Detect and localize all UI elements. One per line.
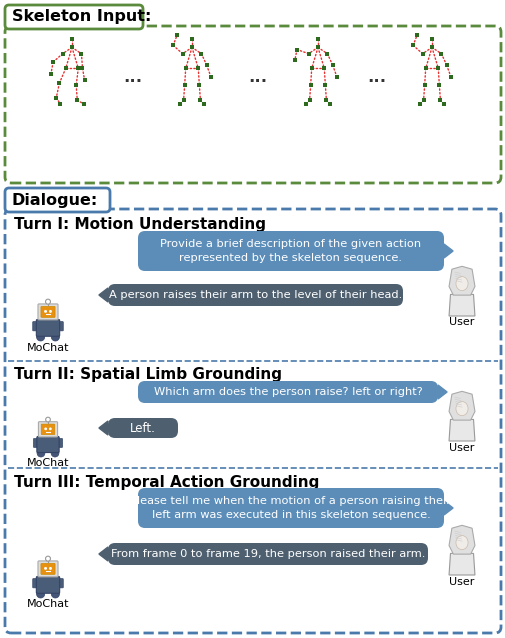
Circle shape [51, 333, 60, 341]
Circle shape [49, 567, 52, 570]
Polygon shape [448, 525, 474, 554]
FancyBboxPatch shape [38, 561, 58, 577]
Polygon shape [98, 421, 108, 435]
FancyBboxPatch shape [58, 322, 63, 331]
Circle shape [37, 449, 45, 457]
FancyBboxPatch shape [58, 579, 63, 588]
Circle shape [45, 417, 50, 422]
Text: MoChat: MoChat [27, 599, 69, 609]
Polygon shape [98, 547, 108, 561]
Polygon shape [443, 244, 452, 258]
Ellipse shape [455, 535, 467, 550]
FancyBboxPatch shape [41, 306, 55, 317]
FancyBboxPatch shape [36, 577, 60, 593]
Text: Turn III: Temporal Action Grounding: Turn III: Temporal Action Grounding [14, 475, 319, 489]
Circle shape [44, 567, 47, 570]
FancyBboxPatch shape [37, 436, 59, 452]
FancyBboxPatch shape [458, 418, 465, 422]
Text: Left.: Left. [130, 422, 156, 434]
FancyBboxPatch shape [138, 488, 443, 528]
Ellipse shape [455, 276, 467, 291]
FancyBboxPatch shape [36, 320, 60, 336]
Circle shape [49, 427, 52, 430]
Circle shape [44, 310, 47, 313]
Text: User: User [448, 577, 474, 587]
Polygon shape [448, 294, 474, 316]
FancyBboxPatch shape [458, 552, 465, 556]
FancyBboxPatch shape [108, 284, 402, 306]
FancyBboxPatch shape [58, 438, 63, 447]
Circle shape [451, 274, 471, 293]
FancyBboxPatch shape [5, 188, 110, 212]
Circle shape [451, 399, 471, 419]
FancyBboxPatch shape [41, 424, 55, 434]
FancyBboxPatch shape [458, 293, 465, 297]
Circle shape [36, 333, 44, 341]
FancyBboxPatch shape [108, 418, 178, 438]
Circle shape [44, 427, 47, 430]
FancyBboxPatch shape [5, 5, 143, 29]
FancyBboxPatch shape [138, 231, 443, 271]
Polygon shape [448, 266, 474, 295]
Polygon shape [443, 501, 452, 515]
Text: ...: ... [123, 68, 142, 86]
FancyBboxPatch shape [5, 26, 500, 183]
FancyBboxPatch shape [5, 209, 500, 633]
Polygon shape [448, 391, 474, 420]
Polygon shape [448, 553, 474, 575]
Circle shape [36, 590, 44, 598]
Polygon shape [437, 385, 446, 399]
FancyBboxPatch shape [38, 304, 58, 320]
Circle shape [51, 590, 60, 598]
Ellipse shape [455, 401, 467, 415]
Text: From frame 0 to frame 19, the person raised their arm.: From frame 0 to frame 19, the person rai… [111, 549, 424, 559]
Circle shape [51, 449, 59, 457]
Text: Skeleton Input:: Skeleton Input: [12, 10, 151, 24]
Circle shape [451, 533, 471, 553]
Text: Turn I: Motion Understanding: Turn I: Motion Understanding [14, 218, 266, 232]
Text: Please tell me when the motion of a person raising their
left arm was executed i: Please tell me when the motion of a pers… [130, 496, 450, 519]
Circle shape [49, 310, 52, 313]
Circle shape [45, 299, 50, 304]
FancyBboxPatch shape [38, 422, 58, 437]
Text: Provide a brief description of the given action
represented by the skeleton sequ: Provide a brief description of the given… [160, 239, 421, 263]
Text: A person raises their arm to the level of their head.: A person raises their arm to the level o… [109, 290, 401, 300]
Polygon shape [98, 288, 108, 302]
FancyBboxPatch shape [33, 438, 38, 447]
Text: Which arm does the person raise? left or right?: Which arm does the person raise? left or… [154, 387, 422, 397]
FancyBboxPatch shape [33, 579, 38, 588]
Text: ...: ... [248, 68, 267, 86]
Text: Turn II: Spatial Limb Grounding: Turn II: Spatial Limb Grounding [14, 367, 281, 383]
FancyBboxPatch shape [138, 381, 437, 403]
FancyBboxPatch shape [33, 322, 38, 331]
Text: MoChat: MoChat [27, 458, 69, 468]
Polygon shape [448, 419, 474, 441]
Text: User: User [448, 317, 474, 327]
FancyBboxPatch shape [108, 543, 427, 565]
Text: Dialogue:: Dialogue: [12, 193, 98, 207]
Circle shape [45, 556, 50, 561]
FancyBboxPatch shape [41, 563, 55, 574]
Text: MoChat: MoChat [27, 343, 69, 353]
Text: ...: ... [367, 68, 386, 86]
Text: User: User [448, 443, 474, 453]
